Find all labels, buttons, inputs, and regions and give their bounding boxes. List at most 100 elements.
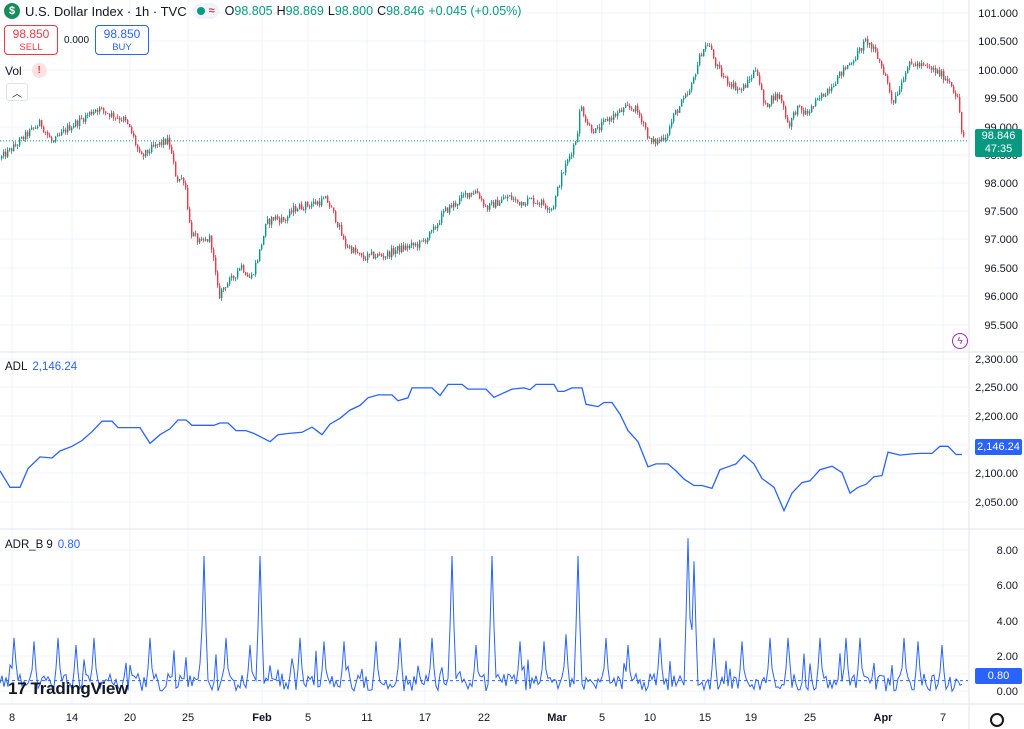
candle-body	[209, 235, 211, 242]
candle-body	[635, 105, 637, 112]
candle-body	[949, 81, 951, 83]
adr-legend[interactable]: ADR_B 9 0.80	[5, 539, 80, 551]
candle-body	[811, 106, 813, 113]
candle-body	[793, 112, 795, 118]
candle-body	[283, 217, 285, 221]
candle-body	[157, 144, 159, 145]
symbol-title[interactable]: U.S. Dollar Index · 1h · TVC	[25, 3, 187, 19]
candle-body	[315, 201, 317, 205]
candle-body	[869, 42, 871, 45]
candle-body	[657, 139, 659, 144]
candle-body	[177, 176, 179, 182]
candle-body	[343, 235, 345, 239]
candle-body	[363, 255, 365, 259]
buy-price: 98.850	[103, 27, 141, 41]
collapse-legend-button[interactable]: ︿	[6, 83, 28, 101]
adr-legend-param: 9	[46, 539, 53, 551]
bolt-icon[interactable]: ϟ	[952, 333, 968, 349]
candle-body	[899, 89, 901, 95]
warning-icon[interactable]: !	[31, 63, 47, 78]
candle-body	[207, 239, 209, 242]
adl-legend-name: ADL	[5, 361, 28, 373]
candle-body	[67, 125, 69, 133]
candle-body	[549, 209, 551, 210]
spread-value: 0.000	[64, 35, 90, 46]
candle-body	[527, 198, 529, 205]
adl-legend[interactable]: ADL 2,146.24	[5, 361, 77, 373]
candle-body	[195, 233, 197, 235]
price-tick-label: 101.000	[978, 8, 1018, 20]
ohlc-close-label: C	[377, 4, 387, 18]
candle-body	[827, 88, 829, 96]
candle-body	[171, 146, 173, 154]
ohlc-low-label: L	[327, 4, 335, 18]
candle-body	[115, 117, 117, 119]
price-axis-ticks[interactable]: 101.000100.500100.00099.50099.00098.5009…	[978, 8, 1018, 332]
adr-tick-label: 4.00	[997, 616, 1018, 628]
candle-body	[649, 137, 651, 139]
candle-body	[849, 63, 851, 66]
ohlc-high-value: 98.869	[285, 4, 324, 18]
candle-body	[143, 154, 145, 157]
candle-body	[623, 107, 625, 112]
candle-body	[819, 98, 821, 100]
gear-icon[interactable]	[990, 713, 1004, 727]
sell-label: SELL	[19, 42, 43, 53]
candle-body	[371, 251, 373, 255]
candle-body	[485, 205, 487, 207]
candle-body	[241, 265, 243, 269]
time-tick-label: Feb	[252, 712, 272, 724]
candle-body	[513, 199, 515, 200]
candle-body	[525, 204, 527, 206]
candle-body	[563, 172, 565, 174]
candle-body	[843, 67, 845, 76]
candle-body	[505, 197, 507, 199]
candle-body	[169, 137, 171, 147]
candle-body	[471, 192, 473, 195]
time-tick-label: 10	[644, 712, 656, 724]
candle-body	[357, 251, 359, 254]
adl-tick-label: 2,200.00	[975, 411, 1018, 423]
candle-body	[385, 256, 387, 258]
candle-body	[175, 161, 177, 177]
volume-legend[interactable]: Vol !	[5, 63, 47, 78]
candle-body	[179, 178, 181, 182]
candle-body	[791, 117, 793, 127]
candle-body	[935, 68, 937, 74]
market-status-badge[interactable]: ≈	[192, 3, 219, 19]
candle-body	[233, 275, 235, 279]
candle-body	[325, 196, 327, 199]
candle-body	[717, 64, 719, 67]
buy-button[interactable]: 98.850 BUY	[95, 25, 149, 55]
candle-body	[925, 64, 927, 66]
time-tick-label: 5	[599, 712, 605, 724]
candle-body	[751, 77, 753, 80]
candle-body	[959, 97, 961, 113]
tradingview-logo[interactable]: 17 TradingView	[8, 679, 128, 699]
price-candles	[1, 35, 965, 302]
candle-body	[685, 94, 687, 98]
sell-button[interactable]: 98.850 SELL	[4, 25, 58, 55]
candle-body	[183, 177, 185, 183]
candle-body	[597, 127, 599, 129]
candle-body	[27, 131, 29, 137]
candle-body	[1, 156, 3, 159]
time-tick-label: 25	[804, 712, 816, 724]
candle-body	[871, 42, 873, 49]
candle-body	[483, 199, 485, 206]
candle-body	[419, 240, 421, 248]
candle-body	[845, 67, 847, 69]
candle-body	[523, 202, 525, 206]
candle-body	[841, 71, 843, 76]
adl-axis-ticks[interactable]: 2,300.002,250.002,200.002,150.002,100.00…	[975, 354, 1018, 509]
sell-price: 98.850	[12, 27, 50, 41]
candle-body	[279, 218, 281, 223]
candle-body	[861, 47, 863, 51]
candle-body	[267, 218, 269, 224]
candle-body	[221, 289, 223, 298]
chart-header: $ U.S. Dollar Index · 1h · TVC ≈ O 98.80…	[0, 0, 525, 22]
time-axis-ticks[interactable]: 8 14 20 25 Feb 5 11 17 22 Mar 5 10 15 19 25 Apr 7	[9, 712, 946, 724]
candle-body	[329, 202, 331, 207]
candle-body	[731, 84, 733, 88]
